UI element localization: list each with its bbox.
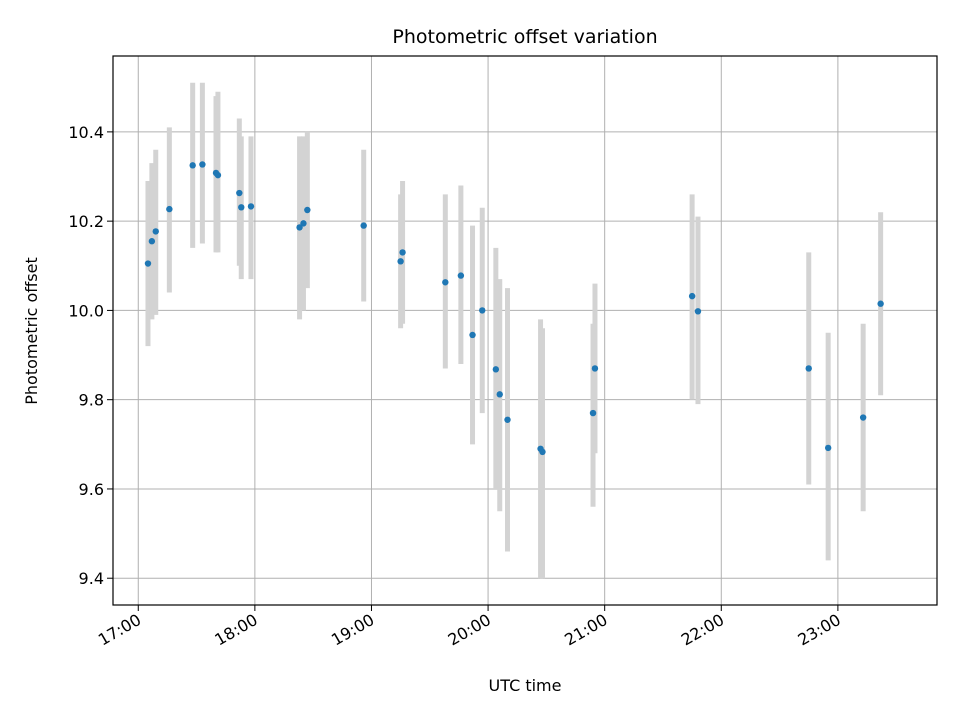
y-tick-label: 9.8: [79, 391, 104, 410]
data-point: [469, 331, 476, 339]
data-point: [688, 292, 696, 300]
data-point: [247, 203, 255, 210]
x-tick-label: 23:00: [794, 610, 843, 650]
data-point: [504, 416, 511, 423]
data-point: [148, 238, 156, 245]
data-point: [199, 161, 206, 168]
data-point: [399, 249, 406, 256]
data-points: [144, 161, 884, 456]
y-axis-label: Photometric offset: [22, 257, 41, 405]
y-tick-label: 9.4: [79, 569, 104, 588]
y-tick-label: 10.0: [68, 301, 104, 320]
data-point: [496, 391, 503, 398]
chart-title: Photometric offset variation: [392, 26, 657, 48]
plot-area-frame: [112, 55, 938, 606]
data-point: [457, 272, 465, 279]
data-point: [236, 189, 243, 197]
y-tick-label: 10.2: [68, 212, 104, 231]
x-tick-label: 17:00: [95, 610, 144, 650]
data-point: [214, 171, 222, 179]
data-point: [694, 308, 702, 315]
grid-lines: [113, 56, 937, 605]
data-point: [189, 162, 196, 169]
data-point: [304, 206, 311, 214]
x-tick-label: 22:00: [678, 610, 727, 650]
data-point: [152, 228, 159, 235]
data-point: [144, 260, 152, 267]
data-point: [824, 444, 832, 452]
x-tick-label: 21:00: [561, 610, 610, 650]
data-point: [805, 365, 812, 372]
x-tick-label: 19:00: [328, 610, 377, 650]
error-bars: [145, 82, 884, 579]
axis-ticks: 17:00 18:00 19:00 20:00 21:00 22:00 23:00 9.4 9.…: [68, 123, 844, 650]
data-point: [442, 279, 449, 286]
data-point: [589, 409, 597, 417]
data-point: [360, 222, 367, 229]
data-point: [300, 220, 307, 227]
data-point: [238, 204, 245, 211]
data-point: [479, 307, 486, 314]
x-axis-label: UTC time: [489, 676, 562, 695]
data-point: [539, 448, 546, 456]
x-tick-label: 20:00: [445, 610, 494, 650]
data-point: [591, 365, 599, 372]
data-point: [859, 414, 867, 421]
y-tick-label: 10.4: [68, 123, 104, 142]
data-point: [397, 258, 404, 265]
x-tick-label: 18:00: [211, 610, 260, 650]
data-point: [492, 366, 500, 373]
data-point: [296, 224, 303, 231]
data-point: [166, 205, 173, 213]
data-point: [877, 300, 884, 307]
y-tick-label: 9.6: [79, 480, 104, 499]
